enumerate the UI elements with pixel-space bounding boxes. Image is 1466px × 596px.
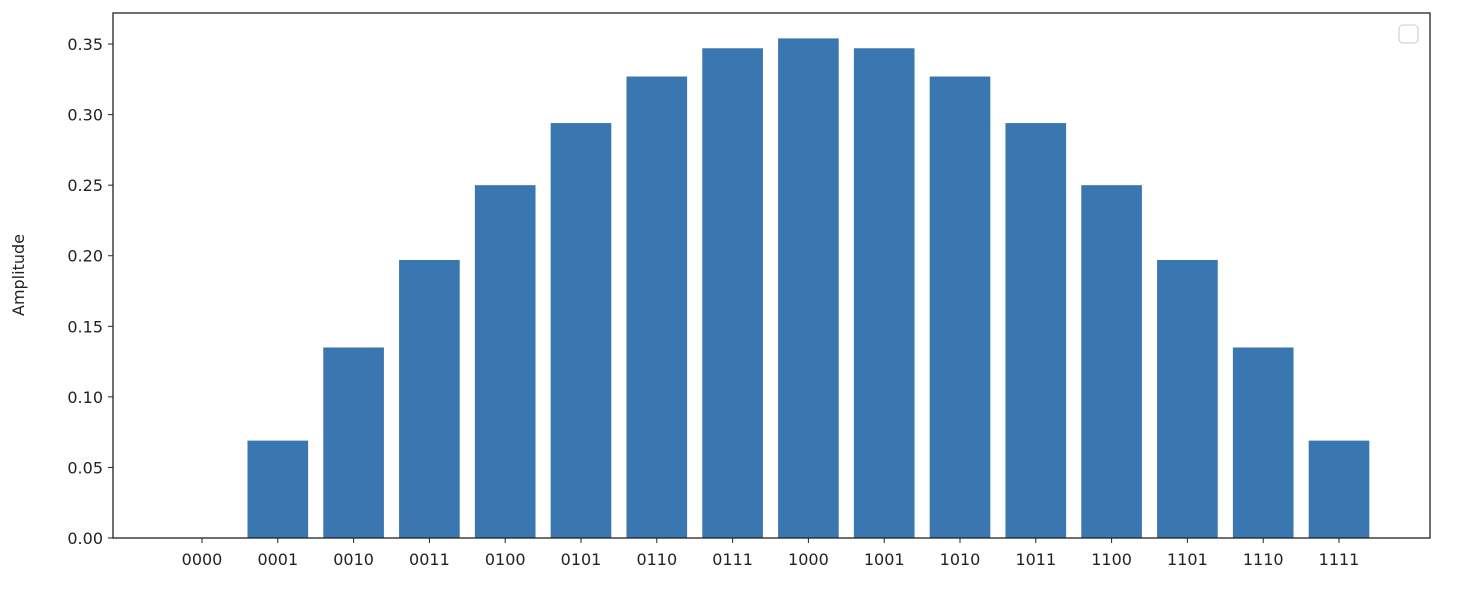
x-tick-label: 1000 — [788, 550, 829, 569]
y-tick-label: 0.30 — [67, 106, 103, 125]
x-tick-label: 1001 — [864, 550, 905, 569]
x-tick-label: 1111 — [1319, 550, 1360, 569]
y-axis: 0.00 0.05 0.10 0.15 0.20 0.25 0.30 0.35 — [67, 35, 113, 548]
x-tick-label: 1010 — [940, 550, 981, 569]
bar-1110 — [1232, 347, 1294, 538]
x-tick-label: 0111 — [712, 550, 753, 569]
y-tick-label: 0.20 — [67, 247, 103, 266]
x-tick-label: 1110 — [1243, 550, 1284, 569]
bar-1100 — [1081, 185, 1142, 538]
x-tick-label: 0101 — [561, 550, 602, 569]
legend-box — [1398, 24, 1419, 44]
x-tick-label: 1100 — [1091, 550, 1132, 569]
y-tick-label: 0.15 — [67, 317, 103, 336]
x-tick-label: 0010 — [333, 550, 374, 569]
y-tick-label: 0.25 — [67, 176, 103, 195]
bar-0011 — [399, 259, 460, 538]
bar-0010 — [323, 347, 384, 538]
x-axis: 0000 0001 0010 0011 0100 0101 0110 0111 1000 1001… — [182, 538, 1360, 569]
y-tick-label: 0.05 — [67, 458, 103, 477]
y-tick-label: 0.00 — [67, 529, 103, 548]
x-tick-label: 0000 — [182, 550, 223, 569]
bars — [247, 38, 1370, 539]
bar-1101 — [1157, 259, 1218, 538]
y-tick-label: 0.35 — [67, 35, 103, 54]
x-tick-label: 0011 — [409, 550, 450, 569]
y-axis-label: Amplitude — [9, 234, 28, 316]
bar-1011 — [1005, 123, 1067, 539]
bar-0101 — [550, 123, 612, 539]
plot-frame — [112, 12, 1431, 539]
bar-0001 — [247, 440, 309, 538]
bar-0111 — [702, 48, 763, 538]
x-tick-label: 0100 — [485, 550, 526, 569]
x-tick-label: 1011 — [1015, 550, 1056, 569]
x-tick-label: 0110 — [636, 550, 677, 569]
bar-1010 — [929, 76, 991, 539]
y-tick-label: 0.10 — [67, 388, 103, 407]
bar-1000 — [778, 38, 839, 538]
x-tick-label: 1101 — [1167, 550, 1208, 569]
bar-1001 — [853, 48, 915, 538]
bar-0110 — [626, 76, 688, 539]
x-tick-label: 0001 — [257, 550, 298, 569]
bar-0100 — [474, 185, 536, 538]
bar-1111 — [1308, 440, 1370, 538]
